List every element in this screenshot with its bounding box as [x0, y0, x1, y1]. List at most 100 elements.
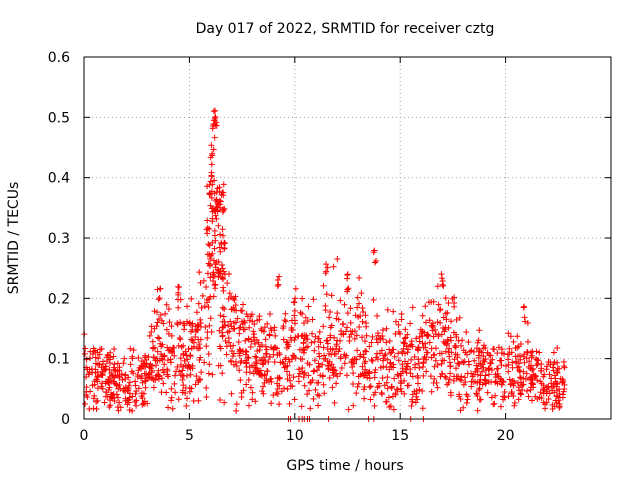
data-point: [291, 307, 298, 314]
data-point: [280, 336, 287, 343]
data-point: [438, 360, 445, 367]
data-point: [120, 360, 127, 367]
data-point: [155, 375, 162, 382]
data-point: [469, 373, 476, 380]
data-point: [447, 392, 454, 399]
data-point: [430, 351, 437, 358]
data-point: [337, 370, 344, 377]
data-point-peak: [220, 181, 227, 188]
data-point: [256, 370, 263, 377]
data-point: [308, 339, 315, 346]
data-point: [310, 395, 317, 402]
data-point: [347, 319, 354, 326]
data-point-peak: [213, 215, 220, 222]
data-point: [157, 312, 164, 319]
data-point: [337, 355, 344, 362]
data-point: [329, 346, 336, 353]
data-point: [151, 325, 158, 332]
data-point: [532, 393, 539, 400]
data-point-peak: [274, 283, 281, 290]
data-point: [359, 318, 366, 325]
data-point: [370, 391, 377, 398]
data-point: [297, 355, 304, 362]
data-point: [242, 337, 249, 344]
data-point: [492, 378, 499, 385]
data-point: [460, 359, 467, 366]
data-point: [233, 407, 240, 414]
data-point: [260, 360, 267, 367]
data-point-peak: [216, 244, 223, 251]
data-point: [283, 339, 290, 346]
data-point: [346, 338, 353, 345]
data-point: [395, 357, 402, 364]
data-point-peak: [274, 276, 281, 283]
data-point: [312, 386, 319, 393]
data-point: [196, 269, 203, 276]
data-point: [434, 361, 441, 368]
data-point: [253, 354, 260, 361]
data-point: [374, 339, 381, 346]
data-point: [176, 334, 183, 341]
data-point: [355, 314, 362, 321]
data-point: [180, 363, 187, 370]
data-point: [479, 368, 486, 375]
data-point: [305, 303, 312, 310]
data-point: [87, 355, 94, 362]
data-point: [180, 372, 187, 379]
data-point: [480, 345, 487, 352]
data-point-peak: [156, 294, 163, 301]
data-point: [205, 304, 212, 311]
data-point: [372, 366, 379, 373]
data-point: [197, 316, 204, 323]
data-point: [262, 357, 269, 364]
data-point: [246, 317, 253, 324]
data-point: [192, 334, 199, 341]
data-point: [206, 361, 213, 368]
data-point: [304, 318, 311, 325]
data-point: [201, 303, 208, 310]
data-point: [272, 332, 279, 339]
data-point: [248, 338, 255, 345]
data-point: [163, 326, 170, 333]
data-point: [217, 231, 224, 238]
data-point: [160, 320, 167, 327]
data-point: [125, 385, 132, 392]
data-point: [187, 371, 194, 378]
data-point: [223, 343, 230, 350]
data-point: [119, 376, 126, 383]
data-point: [96, 351, 103, 358]
data-point: [105, 386, 112, 393]
data-point: [299, 365, 306, 372]
data-point: [164, 368, 171, 375]
data-point: [378, 347, 385, 354]
data-point-peak: [213, 196, 220, 203]
data-point: [184, 356, 191, 363]
data-point: [429, 327, 436, 334]
data-point: [350, 402, 357, 409]
data-point: [230, 295, 237, 302]
x-tick-label: 10: [286, 428, 304, 444]
data-point-peak: [292, 285, 299, 292]
data-point: [183, 318, 190, 325]
data-point: [359, 363, 366, 370]
data-point-peak: [204, 183, 211, 190]
data-point: [126, 379, 133, 386]
data-point: [274, 390, 281, 397]
data-point: [494, 350, 501, 357]
data-point: [309, 330, 316, 337]
data-point-peak: [220, 284, 227, 291]
data-point: [456, 376, 463, 383]
data-point: [395, 328, 402, 335]
data-point: [394, 386, 401, 393]
data-point: [188, 328, 195, 335]
data-point: [209, 239, 216, 246]
data-point-peak: [222, 271, 229, 278]
data-point: [453, 365, 460, 372]
data-point: [376, 335, 383, 342]
data-point: [356, 353, 363, 360]
data-point: [354, 347, 361, 354]
data-point: [148, 369, 155, 376]
data-point: [462, 379, 469, 386]
data-point: [217, 397, 224, 404]
data-point: [268, 378, 275, 385]
